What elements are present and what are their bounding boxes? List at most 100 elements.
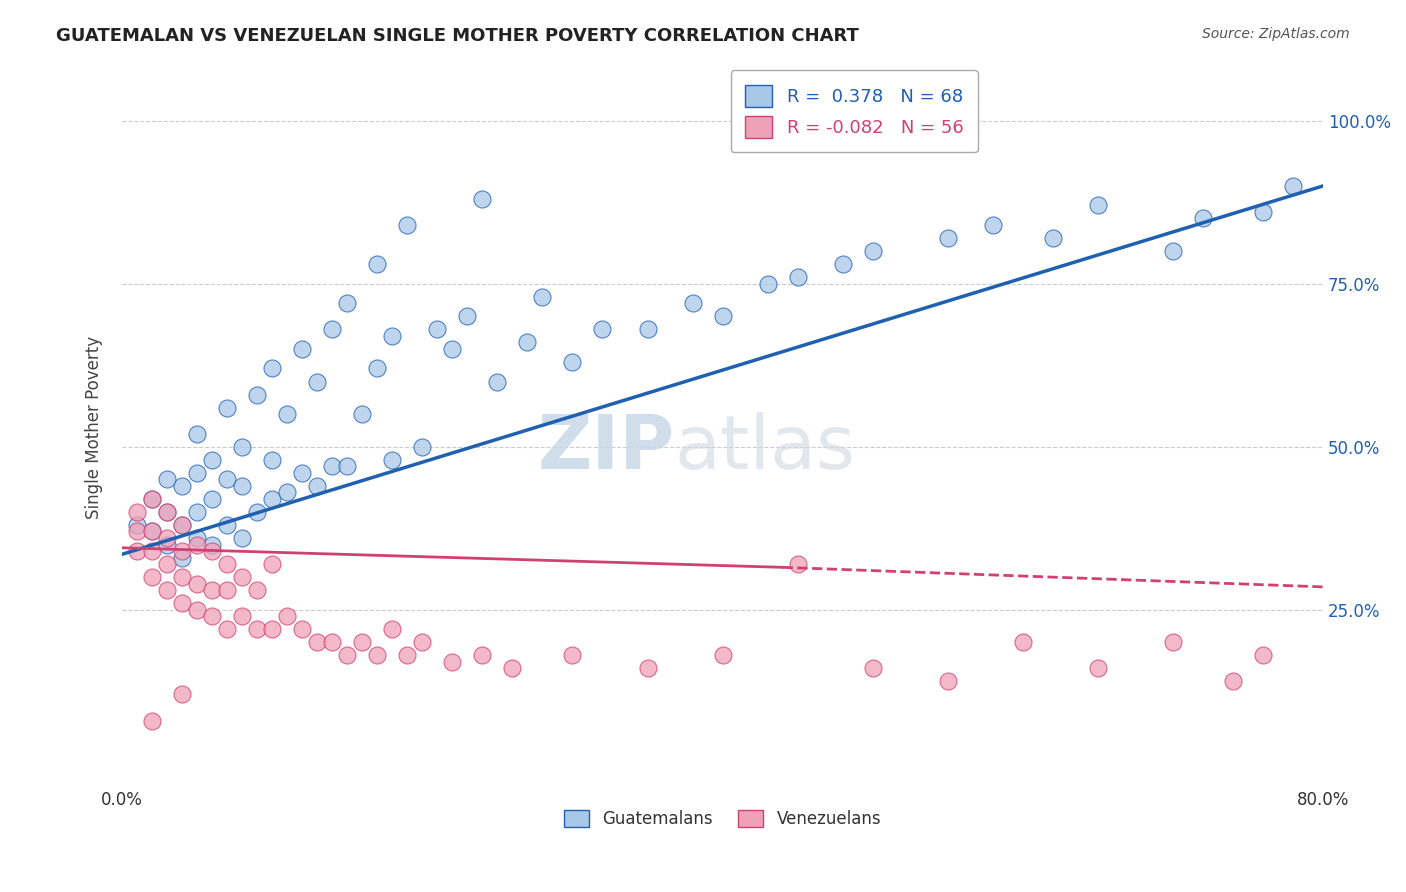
Point bbox=[1161, 244, 1184, 258]
Point bbox=[172, 544, 194, 558]
Point bbox=[156, 583, 179, 598]
Point bbox=[125, 505, 148, 519]
Point bbox=[201, 583, 224, 598]
Point bbox=[246, 387, 269, 401]
Point bbox=[156, 531, 179, 545]
Point bbox=[246, 505, 269, 519]
Point bbox=[471, 648, 494, 663]
Point bbox=[711, 310, 734, 324]
Point bbox=[456, 310, 478, 324]
Point bbox=[441, 342, 464, 356]
Point bbox=[471, 192, 494, 206]
Point bbox=[186, 531, 208, 545]
Point bbox=[1042, 231, 1064, 245]
Point bbox=[637, 322, 659, 336]
Point bbox=[531, 290, 554, 304]
Point bbox=[426, 322, 449, 336]
Point bbox=[186, 603, 208, 617]
Point bbox=[291, 342, 314, 356]
Point bbox=[262, 622, 284, 636]
Point bbox=[141, 570, 163, 584]
Point bbox=[336, 296, 359, 310]
Point bbox=[172, 550, 194, 565]
Point bbox=[125, 518, 148, 533]
Point bbox=[262, 452, 284, 467]
Point bbox=[141, 524, 163, 539]
Point bbox=[396, 648, 419, 663]
Point bbox=[1282, 178, 1305, 193]
Point bbox=[186, 505, 208, 519]
Point bbox=[637, 661, 659, 675]
Point bbox=[217, 557, 239, 571]
Point bbox=[201, 491, 224, 506]
Point bbox=[366, 361, 388, 376]
Point bbox=[217, 472, 239, 486]
Point bbox=[231, 609, 253, 624]
Point bbox=[1192, 211, 1215, 226]
Point bbox=[156, 505, 179, 519]
Point bbox=[217, 518, 239, 533]
Point bbox=[231, 570, 253, 584]
Point bbox=[231, 440, 253, 454]
Point bbox=[352, 635, 374, 649]
Point bbox=[231, 479, 253, 493]
Point bbox=[936, 674, 959, 689]
Point bbox=[186, 576, 208, 591]
Point bbox=[441, 655, 464, 669]
Point bbox=[307, 375, 329, 389]
Point bbox=[786, 557, 808, 571]
Point bbox=[501, 661, 523, 675]
Point bbox=[366, 648, 388, 663]
Point bbox=[381, 622, 404, 636]
Point bbox=[141, 491, 163, 506]
Point bbox=[381, 452, 404, 467]
Point bbox=[291, 622, 314, 636]
Legend: Guatemalans, Venezuelans: Guatemalans, Venezuelans bbox=[557, 804, 887, 835]
Point bbox=[217, 622, 239, 636]
Point bbox=[246, 622, 269, 636]
Point bbox=[756, 277, 779, 291]
Point bbox=[321, 635, 343, 649]
Point bbox=[125, 524, 148, 539]
Point bbox=[1012, 635, 1035, 649]
Point bbox=[276, 485, 298, 500]
Point bbox=[141, 544, 163, 558]
Point bbox=[172, 479, 194, 493]
Point bbox=[831, 257, 853, 271]
Point bbox=[516, 335, 538, 350]
Point bbox=[1161, 635, 1184, 649]
Point bbox=[201, 609, 224, 624]
Point bbox=[156, 537, 179, 551]
Text: atlas: atlas bbox=[675, 412, 855, 485]
Point bbox=[321, 459, 343, 474]
Point bbox=[786, 270, 808, 285]
Point bbox=[1087, 661, 1109, 675]
Point bbox=[561, 355, 583, 369]
Point bbox=[307, 635, 329, 649]
Point bbox=[1087, 198, 1109, 212]
Point bbox=[172, 518, 194, 533]
Point bbox=[141, 491, 163, 506]
Point bbox=[201, 452, 224, 467]
Y-axis label: Single Mother Poverty: Single Mother Poverty bbox=[86, 335, 103, 519]
Point bbox=[217, 401, 239, 415]
Point bbox=[411, 635, 433, 649]
Point bbox=[1251, 648, 1274, 663]
Point bbox=[352, 407, 374, 421]
Point bbox=[172, 518, 194, 533]
Point bbox=[262, 361, 284, 376]
Point bbox=[246, 583, 269, 598]
Point bbox=[711, 648, 734, 663]
Point bbox=[682, 296, 704, 310]
Point bbox=[141, 524, 163, 539]
Point bbox=[561, 648, 583, 663]
Point bbox=[336, 459, 359, 474]
Point bbox=[262, 491, 284, 506]
Point bbox=[936, 231, 959, 245]
Text: ZIP: ZIP bbox=[537, 412, 675, 485]
Point bbox=[1222, 674, 1244, 689]
Point bbox=[592, 322, 614, 336]
Point bbox=[381, 329, 404, 343]
Point bbox=[172, 688, 194, 702]
Point bbox=[336, 648, 359, 663]
